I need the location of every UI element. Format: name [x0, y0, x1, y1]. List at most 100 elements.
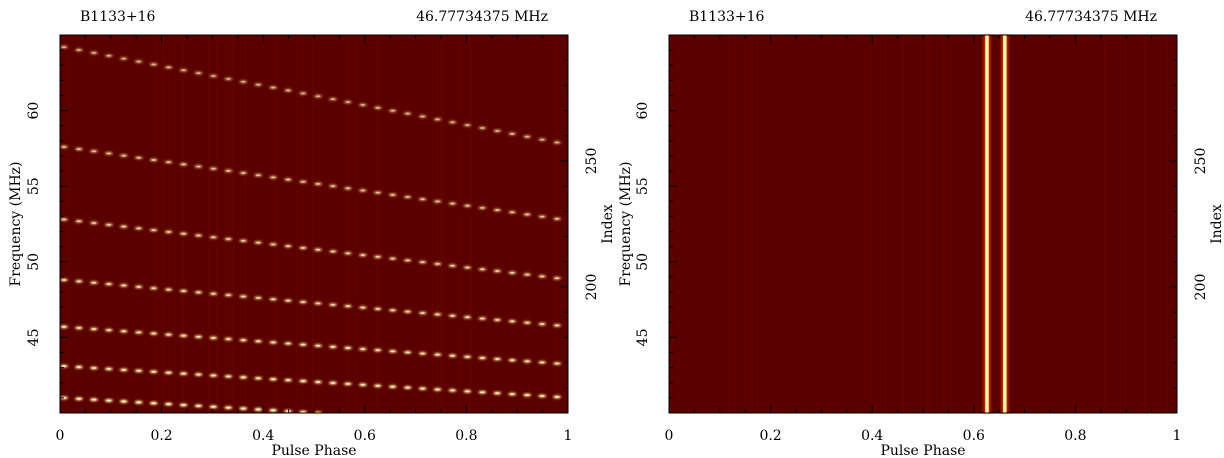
noise-streak: [687, 35, 688, 413]
noise-streak: [103, 35, 104, 413]
pulse-blob-core: [122, 155, 126, 157]
noise-streak: [951, 35, 952, 413]
pulse-blob-core: [151, 159, 155, 161]
noise-streak: [688, 35, 689, 413]
pulse-blob-core: [137, 401, 141, 403]
noise-streak: [274, 35, 275, 413]
pulse-blob-core: [181, 163, 185, 165]
pulse-blob-core: [420, 261, 424, 263]
pulse-blob-core: [166, 161, 170, 163]
y2-tick-label: 200: [584, 274, 600, 301]
noise-streak: [706, 35, 707, 413]
noise-streak: [672, 35, 673, 413]
noise-streak: [342, 35, 343, 413]
pulse-blob-core: [226, 376, 230, 378]
pulse-blob-core: [376, 308, 380, 310]
pulse-blob-core: [540, 323, 544, 325]
left-chart-title: B1133+16: [80, 9, 156, 25]
y2-tick-label: 250: [584, 148, 600, 175]
noise-streak: [928, 35, 929, 413]
pulse-blob-core: [495, 392, 499, 394]
pulse-blob-core: [331, 98, 335, 100]
noise-streak: [757, 35, 758, 413]
noise-streak: [885, 35, 886, 413]
noise-streak: [728, 35, 729, 413]
x-tick-label: 0.6: [963, 428, 985, 444]
noise-streak: [1167, 35, 1168, 413]
pulse-blob-core: [525, 136, 529, 138]
noise-streak: [1145, 35, 1146, 413]
pulse-blob-core: [256, 242, 260, 244]
y-tick-label: 60: [635, 102, 651, 120]
pulse-blob-core: [450, 265, 454, 267]
noise-streak: [977, 35, 978, 413]
left-heatmap-background: [60, 35, 568, 413]
pulse-blob-core: [465, 390, 469, 392]
noise-streak: [160, 35, 161, 413]
pulse-blob-core: [151, 287, 155, 289]
pulse-blob-core: [271, 176, 275, 178]
noise-streak: [249, 35, 250, 413]
pulse-blob-core: [107, 329, 111, 331]
pulse-blob-core: [122, 401, 126, 403]
noise-streak: [1046, 35, 1047, 413]
pulse-blob-core: [62, 279, 66, 281]
pulse-blob-core: [420, 388, 424, 390]
pulse-blob-core: [271, 341, 275, 343]
pulse-blob-core: [62, 219, 66, 221]
pulse-blob-core: [211, 168, 215, 170]
right-y2-axis-label: Index: [1209, 204, 1224, 244]
noise-streak: [361, 35, 362, 413]
noise-streak: [68, 35, 69, 413]
noise-streak: [1025, 35, 1026, 413]
y-tick-label: 60: [26, 102, 42, 120]
noise-streak: [294, 35, 295, 413]
noise-streak: [209, 35, 210, 413]
pulse-blob-core: [286, 90, 290, 92]
noise-streak: [99, 35, 100, 413]
noise-streak: [228, 35, 229, 413]
noise-streak: [180, 35, 181, 413]
noise-streak: [200, 35, 201, 413]
pulse-blob-core: [137, 370, 141, 372]
pulse-blob-core: [166, 334, 170, 336]
pulse-blob-core: [107, 400, 111, 402]
noise-streak: [175, 35, 176, 413]
pulse-blob-core: [286, 300, 290, 302]
pulse-blob-core: [181, 373, 185, 375]
noise-streak: [432, 35, 433, 413]
pulse-blob-core: [465, 356, 469, 358]
pulse-blob-core: [510, 211, 514, 213]
pulse-blob-core: [316, 302, 320, 304]
noise-streak: [1116, 35, 1117, 413]
noise-streak: [715, 35, 716, 413]
noise-streak: [506, 35, 507, 413]
noise-streak: [874, 35, 875, 413]
pulse-blob-core: [331, 382, 335, 384]
noise-streak: [396, 35, 397, 413]
pulse-blob-core: [435, 389, 439, 391]
noise-streak: [169, 35, 170, 413]
pulse-blob-core: [271, 87, 275, 89]
x-tick-label: 0: [665, 428, 674, 444]
pulse-blob-core: [271, 298, 275, 300]
pulse-blob-core: [286, 379, 290, 381]
pulse-blob-core: [540, 139, 544, 141]
pulse-blob-core: [166, 66, 170, 68]
pulse-blob-core: [137, 227, 141, 229]
pulse-blob-core: [271, 409, 275, 411]
pulse-blob-core: [525, 214, 529, 216]
pulse-blob-core: [391, 350, 395, 352]
pulse-blob-core: [226, 78, 230, 80]
pulse-blob-core: [241, 172, 245, 174]
right-chart-subtitle: 46.77734375 MHz: [1025, 9, 1157, 25]
left-x-axis-label: Pulse Phase: [271, 443, 356, 458]
pulse-blob-core: [361, 190, 365, 192]
noise-streak: [440, 35, 441, 413]
x-tick-label: 1: [564, 428, 573, 444]
noise-streak: [355, 35, 356, 413]
noise-streak: [752, 35, 753, 413]
pulse-blob-core: [465, 205, 469, 207]
x-tick-label: 1: [1173, 428, 1182, 444]
pulse-blob-core: [211, 375, 215, 377]
